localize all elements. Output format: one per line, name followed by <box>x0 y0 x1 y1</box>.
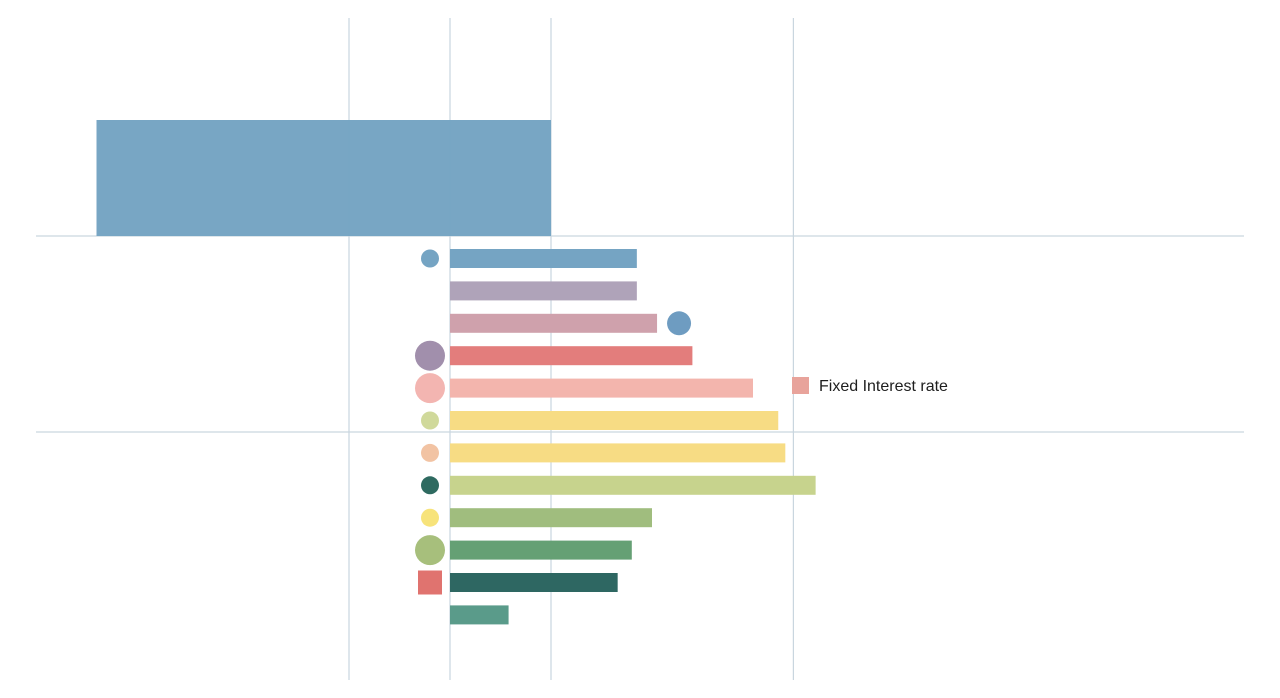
bar-4 <box>450 378 753 398</box>
marker-4 <box>415 373 445 404</box>
header-bar <box>96 120 551 236</box>
bar-3 <box>450 346 693 366</box>
legend: Fixed Interest rate <box>792 377 948 395</box>
bar-5 <box>450 411 779 430</box>
bar-8 <box>450 508 652 528</box>
marker-9 <box>415 535 445 566</box>
legend-swatch <box>792 377 809 394</box>
bar-6 <box>450 443 786 463</box>
header-layer <box>96 120 551 236</box>
marker-0 <box>421 249 439 268</box>
bar-9 <box>450 540 632 560</box>
markers-layer <box>415 249 692 595</box>
bar-7 <box>450 475 816 495</box>
marker-2 <box>667 311 692 336</box>
marker-8 <box>421 508 439 527</box>
marker-3 <box>415 340 445 371</box>
bar-1 <box>450 281 637 301</box>
marker-10 <box>418 570 442 595</box>
marker-5 <box>421 411 439 430</box>
bar-2 <box>450 313 658 333</box>
bar-0 <box>450 249 637 268</box>
marker-6 <box>421 443 439 462</box>
bar-10 <box>450 573 618 592</box>
bars-layer <box>450 249 816 625</box>
marker-7 <box>421 476 439 495</box>
bar-11 <box>450 605 509 625</box>
legend-label: Fixed Interest rate <box>819 378 948 395</box>
